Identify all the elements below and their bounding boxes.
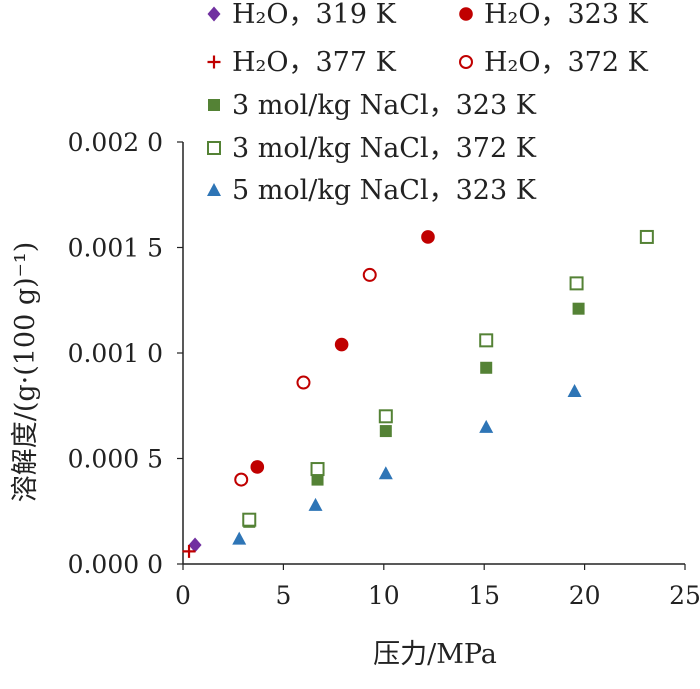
legend-marker — [208, 99, 220, 111]
data-point — [232, 531, 247, 545]
tick-labels: 0 5 10 15 20 25 0.000 0 0.000 5 0.001 0 0.001 5 0.… — [68, 128, 700, 610]
data-point — [242, 512, 257, 527]
x-tick-label: 10 — [368, 581, 400, 610]
data-point — [572, 302, 585, 315]
y-tick-label: 0.001 5 — [68, 234, 163, 263]
axes — [177, 141, 686, 570]
data-point — [234, 472, 249, 487]
legend-label: 3 mol/kg NaCl，372 K — [232, 133, 537, 164]
data-point — [378, 409, 393, 424]
legend-marker — [459, 55, 473, 69]
data-point — [308, 497, 323, 511]
legend-label: 5 mol/kg NaCl，323 K — [232, 175, 537, 206]
y-tick-label: 0.000 0 — [68, 550, 163, 579]
data-point — [569, 276, 584, 291]
y-tick-label: 0.000 5 — [68, 445, 163, 474]
y-tick-label: 0.001 0 — [68, 339, 163, 368]
data-point — [188, 537, 202, 553]
data-point — [362, 267, 377, 282]
legend-label: H₂O，319 K — [232, 0, 397, 30]
data-point — [480, 361, 493, 374]
legend-marker — [207, 6, 221, 22]
legend-label: 3 mol/kg NaCl，323 K — [232, 90, 537, 121]
x-axis-label: 压力/MPa — [373, 639, 497, 670]
legend-marker — [459, 7, 473, 21]
data-point — [639, 229, 654, 244]
data-point — [182, 544, 196, 558]
x-tick-label: 0 — [175, 581, 191, 610]
data-point — [311, 473, 324, 486]
data-point — [334, 337, 349, 352]
data-point — [378, 466, 393, 480]
data-point — [296, 375, 311, 390]
data-point — [479, 333, 494, 348]
x-tick-label: 25 — [669, 581, 700, 610]
data-point — [250, 460, 265, 474]
legend-marker — [207, 55, 221, 69]
x-tick-label: 15 — [468, 581, 500, 610]
data-point — [379, 425, 392, 438]
legend-marker — [207, 183, 221, 196]
data-point — [479, 419, 494, 433]
y-tick-label: 0.002 0 — [68, 128, 163, 157]
legend-label: H₂O，372 K — [484, 47, 649, 78]
x-tick-label: 20 — [569, 581, 601, 610]
data-point — [421, 230, 435, 244]
data-points — [182, 229, 654, 558]
data-point — [567, 383, 582, 397]
legend-marker — [207, 141, 221, 155]
y-axis-label: 溶解度/(g·(100 g)⁻¹) — [10, 242, 41, 503]
legend: H₂O，319 K H₂O，323 K H₂O，377 K H₂O，372 K 3 mo… — [207, 0, 649, 206]
x-tick-label: 5 — [275, 581, 291, 610]
legend-label: H₂O，377 K — [232, 47, 397, 78]
data-point — [310, 462, 325, 477]
legend-label: H₂O，323 K — [484, 0, 649, 30]
